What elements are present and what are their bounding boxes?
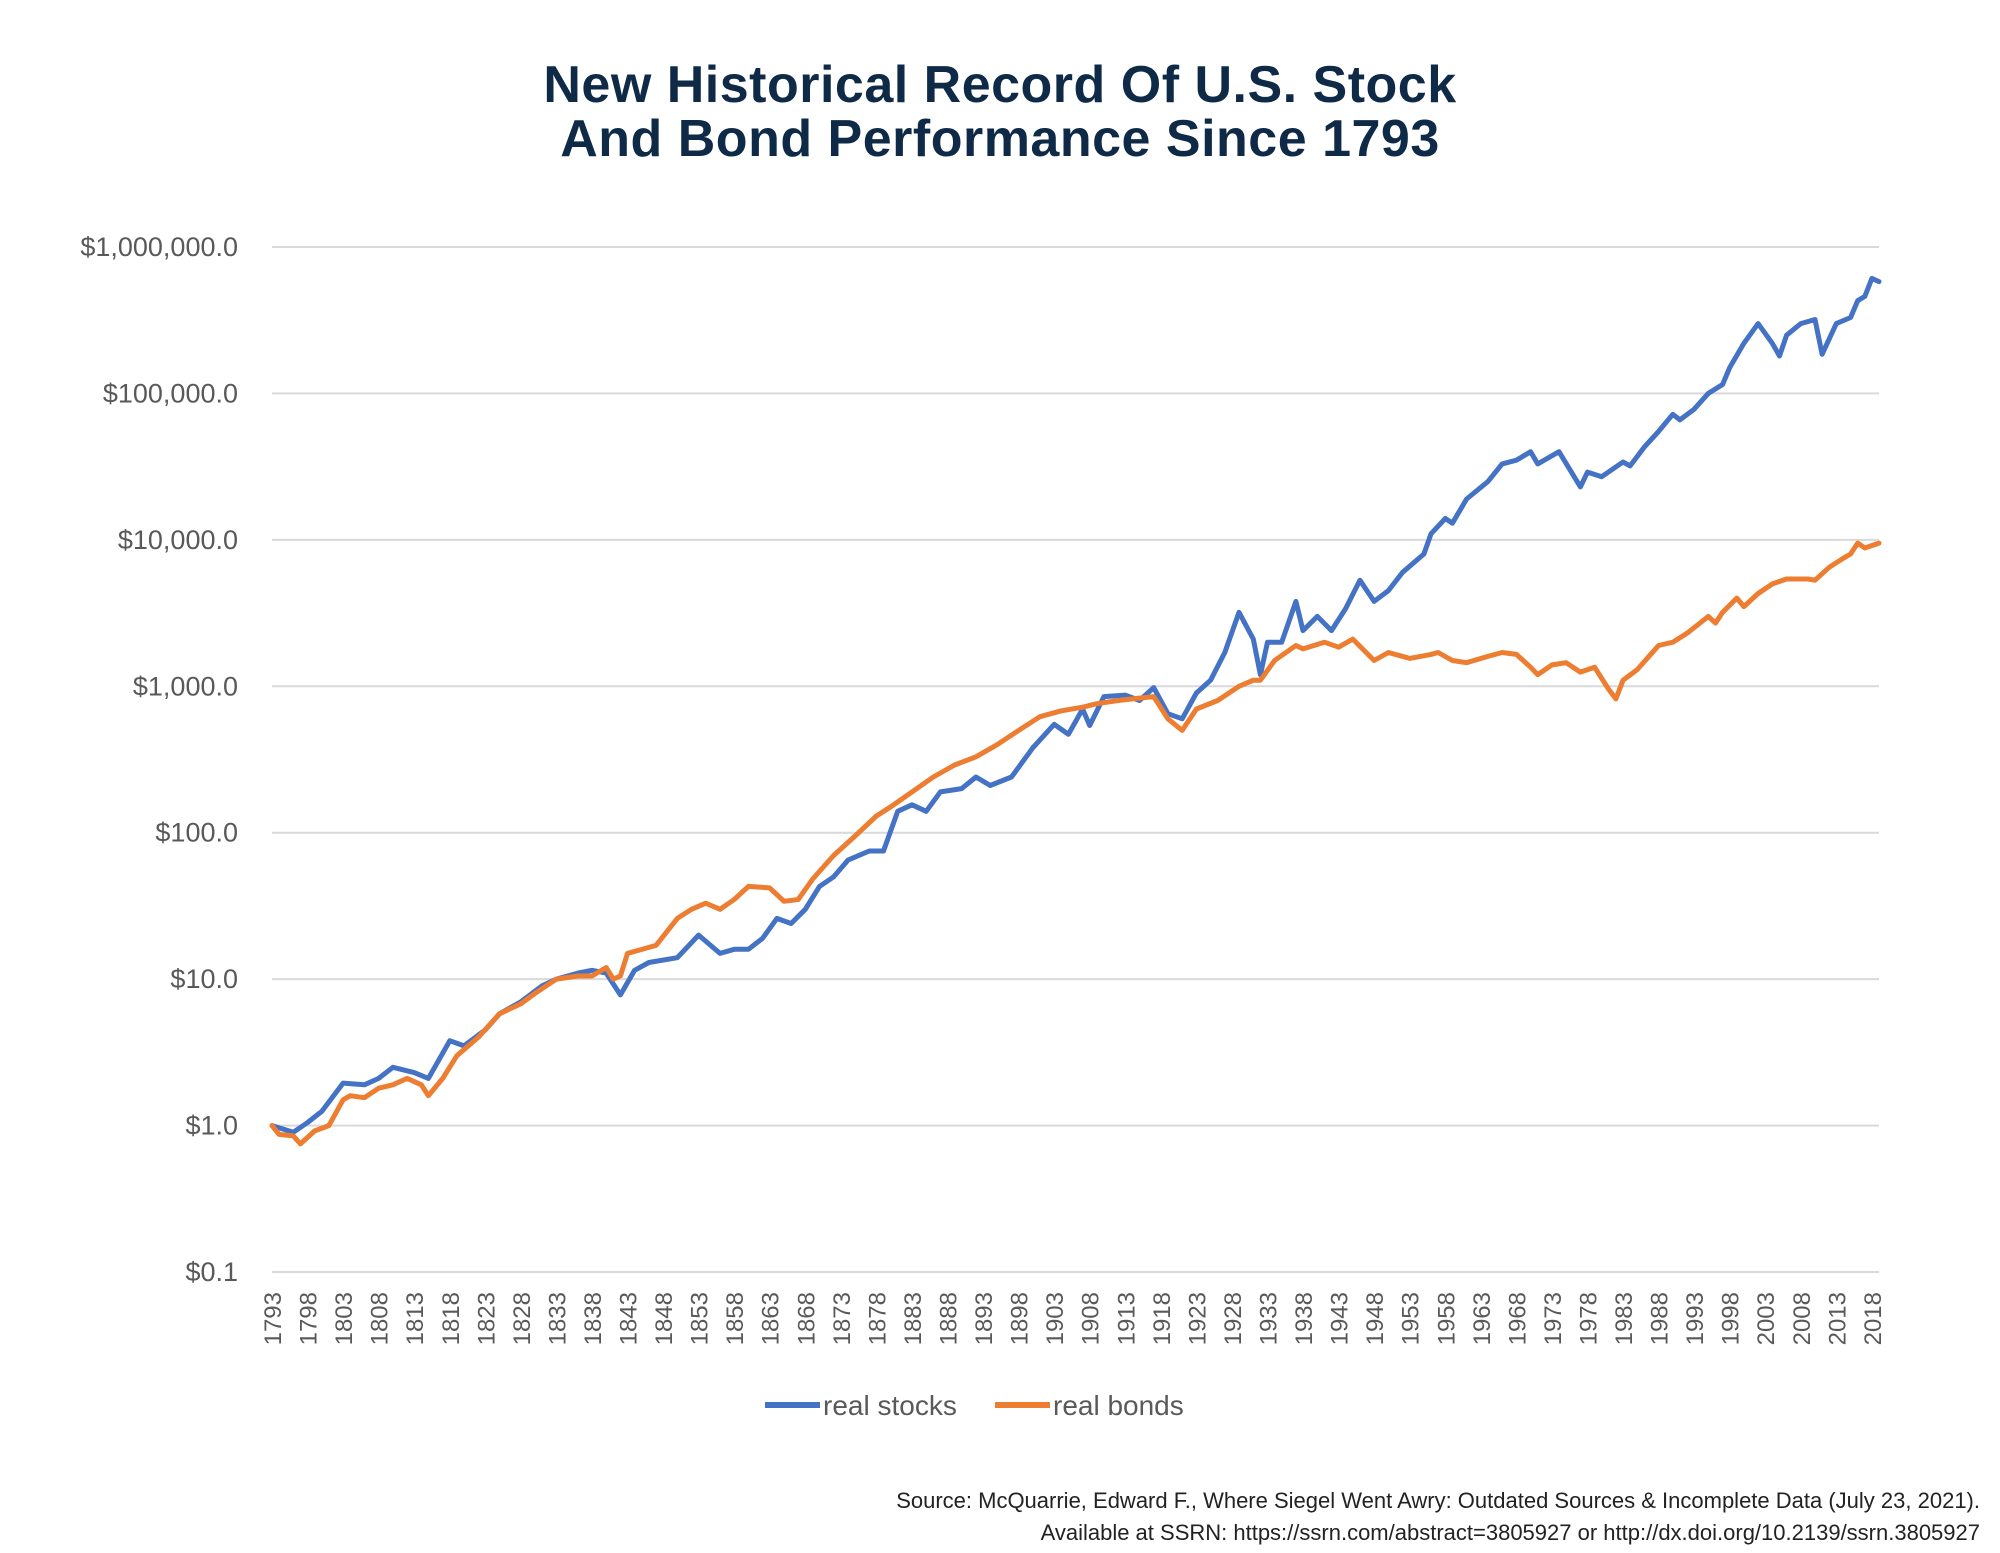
x-tick-label: 1838	[580, 1292, 607, 1345]
x-tick-label: 1848	[651, 1292, 678, 1345]
x-tick-label: 1988	[1647, 1292, 1674, 1345]
x-tick-label: 1998	[1718, 1292, 1745, 1345]
x-tick-label: 1968	[1504, 1292, 1531, 1345]
y-tick-label: $100,000.0	[103, 378, 238, 408]
y-tick-label: $1,000,000.0	[80, 232, 238, 262]
x-tick-label: 1938	[1291, 1292, 1318, 1345]
x-tick-label: 1818	[438, 1292, 465, 1345]
x-tick-label: 1898	[1007, 1292, 1034, 1345]
x-tick-label: 1808	[367, 1292, 394, 1345]
series-line-real-bonds	[269, 540, 1882, 1147]
chart-title-line-2: And Bond Performance Since 1793	[560, 110, 1440, 168]
x-tick-label: 1953	[1398, 1292, 1425, 1345]
x-tick-label: 1983	[1611, 1292, 1638, 1345]
x-tick-label: 2003	[1753, 1292, 1780, 1345]
x-tick-label: 1833	[544, 1292, 571, 1345]
x-tick-label: 1853	[687, 1292, 714, 1345]
x-tick-label: 1918	[1149, 1292, 1176, 1345]
legend-item: real bonds	[995, 1390, 1184, 1421]
series-line-real-stocks	[269, 275, 1882, 1135]
x-tick-label: 1863	[758, 1292, 785, 1345]
x-tick-label: 1948	[1362, 1292, 1389, 1345]
y-tick-label: $0.1	[185, 1257, 238, 1287]
x-tick-label: 1823	[473, 1292, 500, 1345]
y-tick-label: $1,000.0	[133, 671, 238, 701]
x-tick-label: 1908	[1078, 1292, 1105, 1345]
x-tick-label: 1828	[509, 1292, 536, 1345]
source-note: Source: McQuarrie, Edward F., Where Sieg…	[896, 1485, 1980, 1549]
chart-title: New Historical Record Of U.S. Stock And …	[0, 58, 2000, 166]
x-tick-label: 2008	[1789, 1292, 1816, 1345]
x-tick-label: 1958	[1433, 1292, 1460, 1345]
legend-item: real stocks	[765, 1390, 957, 1421]
legend-label: real stocks	[823, 1390, 957, 1421]
x-tick-label: 1993	[1682, 1292, 1709, 1345]
y-tick-label: $1.0	[185, 1111, 238, 1141]
x-axis-ticks: 1793 1798 1803 1808 1813 1818 1823 1828 1833 1838…	[260, 1292, 1887, 1345]
x-tick-label: 1888	[936, 1292, 963, 1345]
x-tick-label: 1933	[1255, 1292, 1282, 1345]
y-axis-ticks: $1,000,000.0 $100,000.0 $10,000.0 $1,000.0 $…	[80, 232, 238, 1287]
x-tick-label: 1843	[616, 1292, 643, 1345]
x-tick-label: 1873	[829, 1292, 856, 1345]
legend: real stocks real bonds	[765, 1390, 1184, 1421]
x-tick-label: 1813	[402, 1292, 429, 1345]
source-line-2: Available at SSRN: https://ssrn.com/abst…	[1040, 1520, 1980, 1545]
x-tick-label: 1923	[1184, 1292, 1211, 1345]
x-tick-label: 2013	[1824, 1292, 1851, 1345]
chart-title-line-1: New Historical Record Of U.S. Stock	[543, 56, 1457, 114]
x-tick-label: 1963	[1469, 1292, 1496, 1345]
gridlines	[272, 246, 1879, 1273]
x-tick-label: 1858	[722, 1292, 749, 1345]
x-tick-label: 1793	[260, 1292, 287, 1345]
x-tick-label: 1883	[900, 1292, 927, 1345]
y-tick-label: $100.0	[155, 818, 238, 848]
x-tick-label: 1893	[971, 1292, 998, 1345]
x-tick-label: 1903	[1042, 1292, 1069, 1345]
x-tick-label: 1868	[793, 1292, 820, 1345]
x-tick-label: 1973	[1540, 1292, 1567, 1345]
x-tick-label: 1798	[296, 1292, 323, 1345]
x-tick-label: 2018	[1860, 1292, 1887, 1345]
x-tick-label: 1928	[1220, 1292, 1247, 1345]
x-tick-label: 1978	[1575, 1292, 1602, 1345]
y-tick-label: $10.0	[170, 964, 238, 994]
x-tick-label: 1803	[331, 1292, 358, 1345]
y-tick-label: $10,000.0	[118, 525, 238, 555]
x-tick-label: 1913	[1113, 1292, 1140, 1345]
series-lines	[269, 275, 1882, 1147]
x-tick-label: 1878	[864, 1292, 891, 1345]
x-tick-label: 1943	[1327, 1292, 1354, 1345]
legend-label: real bonds	[1053, 1390, 1184, 1421]
source-line-1: Source: McQuarrie, Edward F., Where Sieg…	[896, 1488, 1980, 1513]
